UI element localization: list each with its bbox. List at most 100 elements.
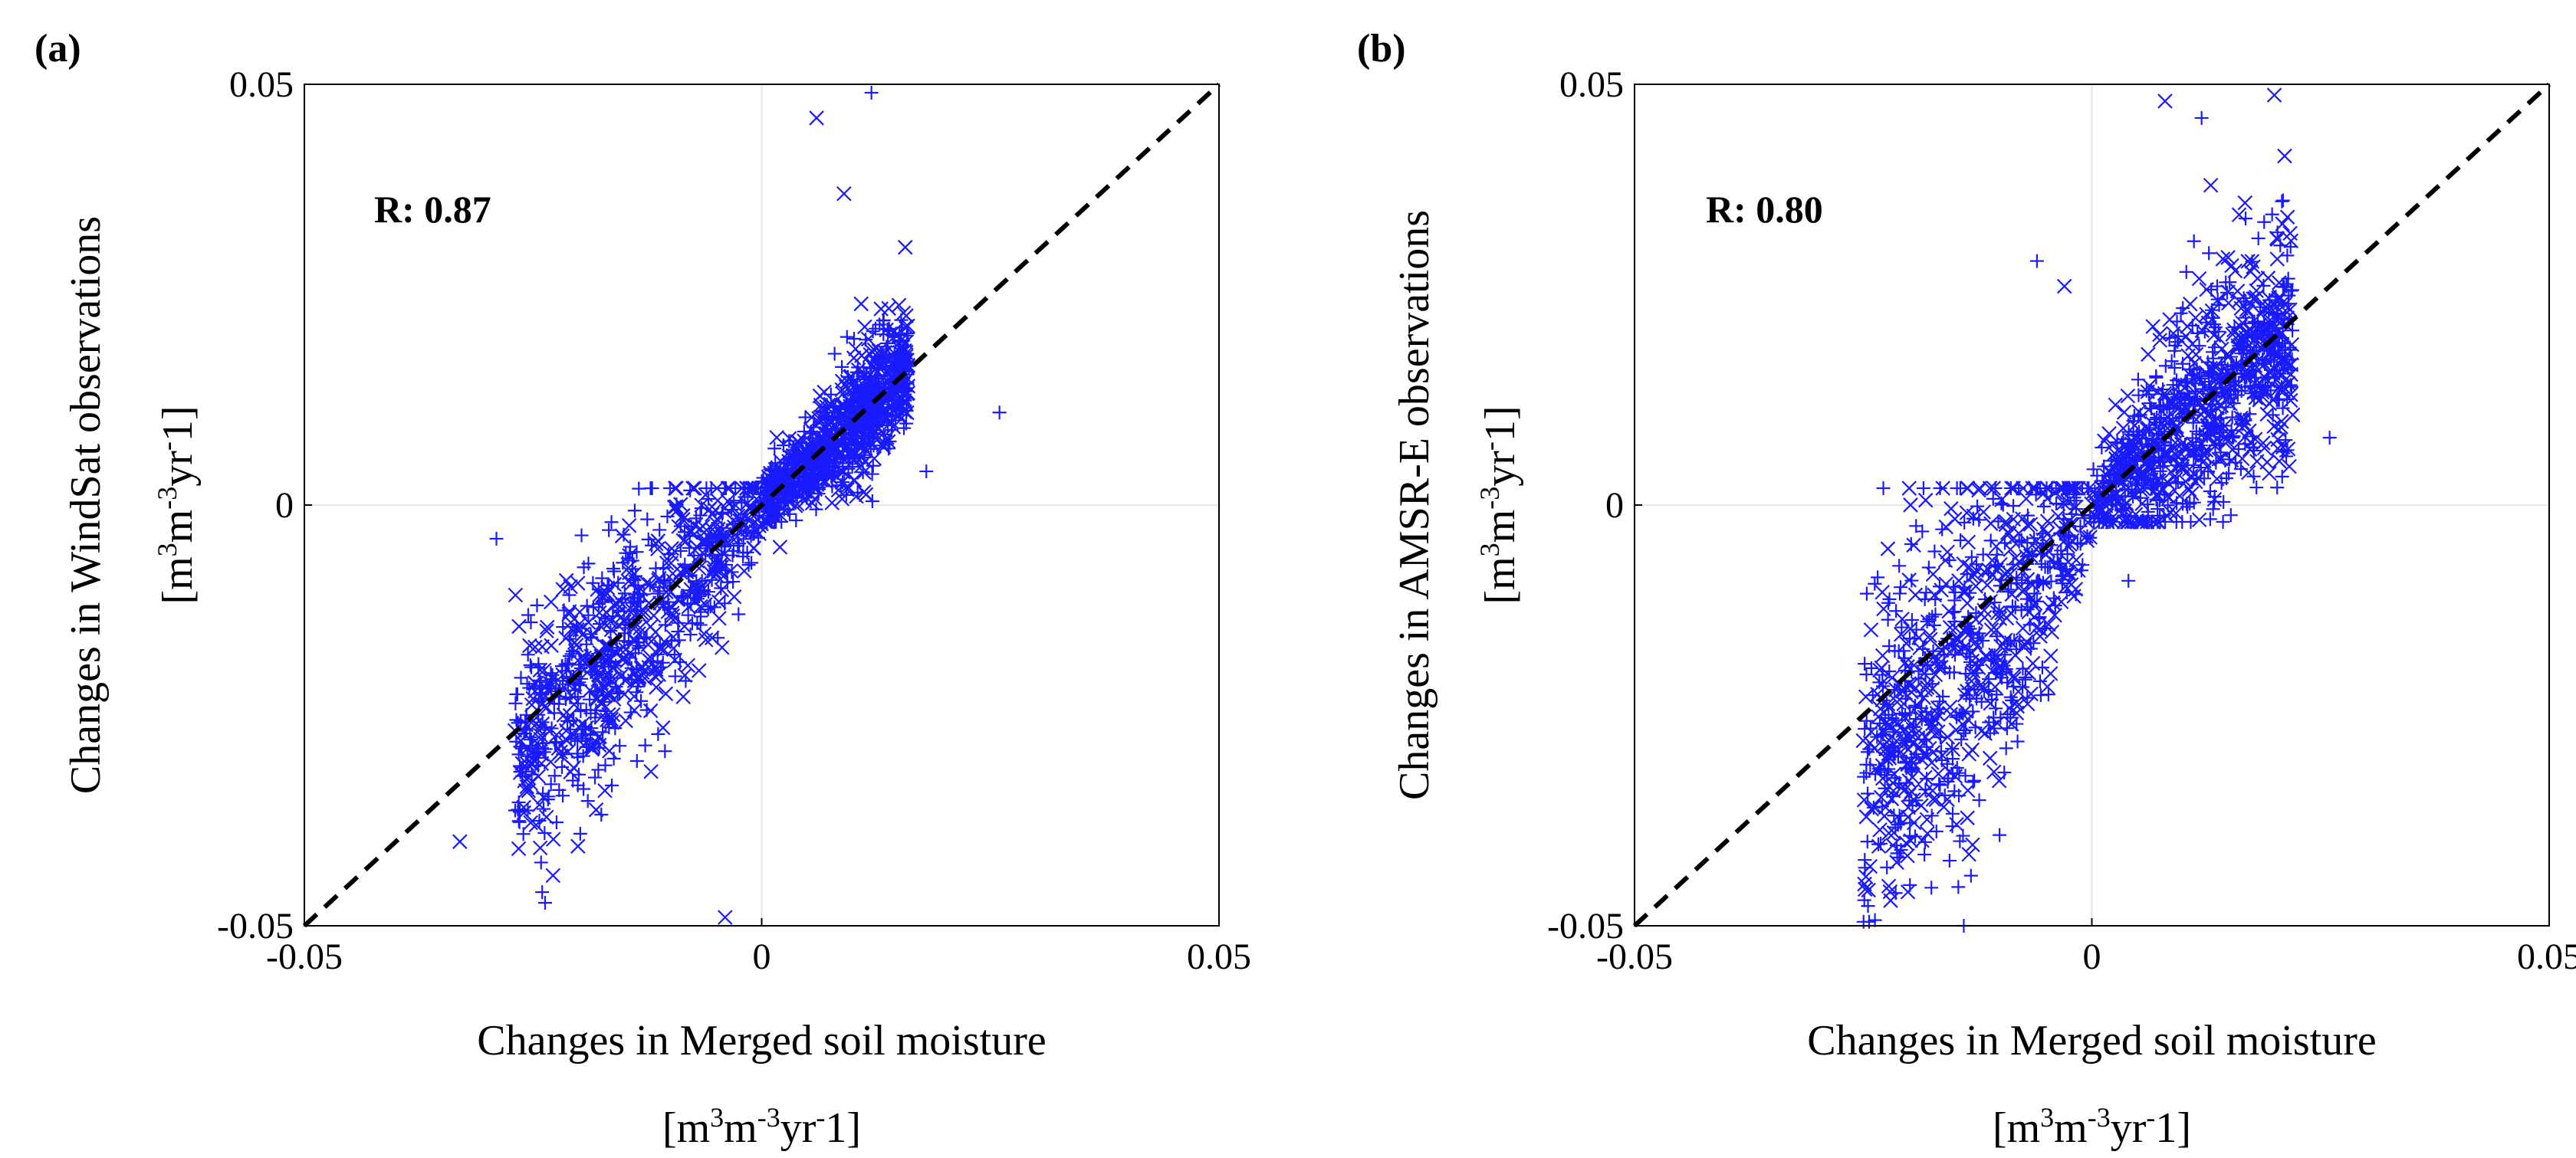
data-point — [1963, 674, 1980, 689]
data-point — [1871, 761, 1886, 776]
data-point — [2280, 376, 2296, 391]
data-point — [2006, 499, 2021, 513]
data-point — [2187, 234, 2201, 248]
data-point — [1907, 631, 1922, 646]
data-point — [1899, 776, 1914, 790]
data-point — [1989, 701, 2003, 716]
data-point — [1908, 698, 1923, 713]
data-point — [2170, 373, 2184, 388]
data-point — [1963, 586, 1977, 600]
data-point — [1880, 718, 1896, 733]
data-point — [677, 618, 692, 635]
data-point — [2282, 225, 2298, 241]
data-point — [570, 576, 586, 591]
data-point — [2019, 517, 2036, 533]
data-point — [1964, 549, 1979, 564]
data-point — [2150, 514, 2167, 530]
data-point — [2270, 441, 2285, 457]
data-point — [2006, 481, 2022, 496]
data-point — [2270, 293, 2286, 308]
data-point — [2109, 484, 2124, 498]
data-point — [2169, 476, 2183, 490]
data-point — [1915, 524, 1930, 539]
data-point — [2277, 148, 2292, 164]
data-point — [1907, 587, 1924, 603]
data-point — [2237, 195, 2253, 211]
data-point — [602, 523, 616, 537]
data-point — [1945, 806, 1960, 821]
data-point — [605, 778, 619, 792]
data-point — [1874, 763, 1888, 777]
data-point — [571, 719, 586, 735]
data-point — [632, 582, 649, 597]
data-point — [710, 493, 725, 508]
data-point — [799, 451, 813, 466]
data-point — [683, 583, 698, 598]
data-point — [2041, 616, 2056, 632]
data-point — [2270, 225, 2285, 240]
data-point — [1888, 745, 1902, 759]
data-point — [1858, 853, 1872, 868]
data-point — [584, 741, 600, 757]
data-point — [1859, 713, 1874, 728]
data-point — [763, 462, 777, 477]
data-point — [2190, 326, 2205, 340]
x-tick-label: -0.05 — [1596, 937, 1673, 977]
data-point — [1950, 710, 1964, 724]
data-point — [2158, 514, 2173, 529]
data-point — [1881, 878, 1897, 894]
data-point — [1863, 622, 1879, 638]
data-point — [629, 754, 644, 769]
data-point — [1986, 710, 2001, 725]
data-point — [830, 405, 844, 420]
data-point — [2042, 666, 2058, 681]
data-point — [567, 713, 581, 727]
data-point — [873, 301, 889, 317]
data-point — [515, 760, 530, 775]
data-point — [866, 342, 882, 358]
data-point — [626, 702, 642, 718]
data-point — [516, 827, 531, 841]
data-point — [602, 720, 616, 735]
y-tick-label: 0 — [275, 485, 294, 526]
data-point — [2210, 279, 2224, 294]
data-point — [2216, 514, 2230, 529]
data-point — [1982, 750, 1998, 766]
data-point — [2020, 691, 2035, 705]
data-point — [894, 346, 909, 362]
data-point — [2238, 437, 2252, 451]
data-point — [898, 382, 912, 396]
data-point — [876, 437, 891, 453]
data-point — [1959, 505, 1975, 520]
data-point — [1889, 694, 1905, 710]
correlation-annotation: R: 0.87 — [374, 188, 491, 231]
data-point — [1923, 631, 1938, 647]
data-point — [1932, 579, 1947, 594]
data-point — [809, 502, 823, 517]
data-point — [2101, 463, 2117, 478]
data-point — [1878, 751, 1894, 766]
data-point — [510, 687, 524, 701]
data-point — [1942, 699, 1958, 715]
data-point — [1937, 788, 1952, 802]
data-point — [577, 654, 593, 671]
data-point — [1881, 825, 1897, 841]
data-point — [626, 562, 640, 576]
data-point — [1961, 846, 1976, 862]
data-point — [741, 558, 756, 572]
data-point — [866, 438, 881, 453]
data-point — [658, 686, 674, 701]
data-point — [1944, 500, 1959, 517]
data-point — [521, 608, 535, 622]
data-point — [1993, 556, 2008, 572]
data-point — [2262, 293, 2277, 307]
data-point — [2126, 414, 2141, 428]
data-point — [1918, 667, 1933, 681]
data-point — [856, 465, 870, 480]
data-point — [2131, 461, 2147, 476]
data-point — [1898, 835, 1914, 851]
data-point — [591, 763, 606, 777]
data-point — [867, 404, 883, 420]
data-point — [646, 608, 662, 624]
data-point — [2191, 512, 2207, 527]
